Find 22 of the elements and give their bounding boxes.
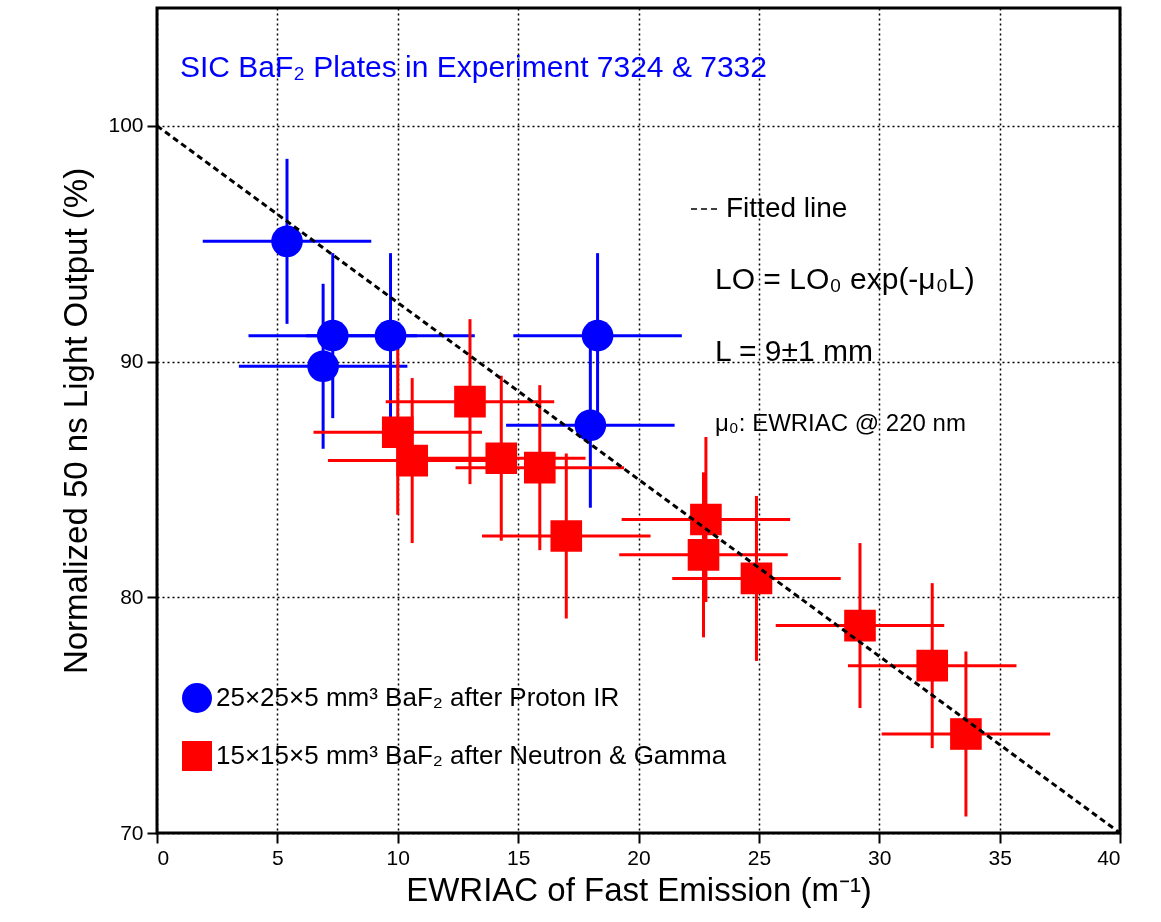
y-tick-label: 70 xyxy=(120,820,144,844)
x-tick-label: 30 xyxy=(868,845,892,869)
y-axis-title: Normalized 50 ns Light Output (%) xyxy=(57,167,95,675)
x-tick-label: 25 xyxy=(747,845,772,869)
legend-label: 15×15×5 mm³ BaF₂ after Neutron & Gamma xyxy=(216,740,727,770)
x-tick-label: 20 xyxy=(627,845,651,869)
y-tick-label: 80 xyxy=(120,584,144,608)
x-tick-label: 5 xyxy=(272,845,284,869)
y-tick-label: 100 xyxy=(108,113,144,137)
x-tick-label: 0 xyxy=(157,845,170,869)
text: SIC BaF₂ Plates in Experiment 7324 & 7332 xyxy=(180,50,767,83)
annotation: L = 9±1 mm xyxy=(715,334,873,367)
x-axis-title: EWRIAC of Fast Emission (m⁻¹) xyxy=(406,870,872,908)
legend-label: 25×25×5 mm³ BaF₂ after Proton IR xyxy=(216,682,620,712)
x-tick-label: 10 xyxy=(386,845,410,869)
legend-label: Fitted line xyxy=(726,192,848,223)
x-tick-label: 15 xyxy=(506,845,531,869)
annotation: LO = LO₀ exp(-μ₀L) xyxy=(715,262,975,295)
x-tick-label: 35 xyxy=(988,845,1012,869)
y-tick-label: 90 xyxy=(120,349,144,373)
annotation: μ₀: EWRIAC @ 220 nm xyxy=(715,409,966,436)
x-tick-label: 40 xyxy=(1097,845,1121,869)
